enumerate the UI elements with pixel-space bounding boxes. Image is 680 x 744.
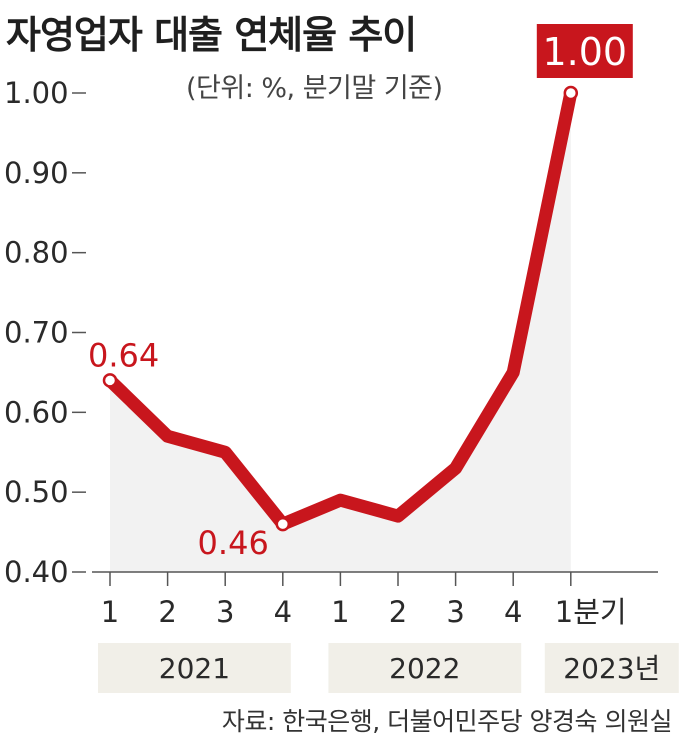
highlight-label-box [536, 24, 633, 78]
chart-subtitle: (단위: %, 분기말 기준) [186, 73, 443, 104]
x-tick-label: 1 [331, 595, 349, 629]
x-tick-label: 3 [216, 595, 234, 629]
source-note: 자료: 한국은행, 더불어민주당 양경숙 의원실 [221, 707, 673, 736]
year-group-box [544, 643, 679, 693]
data-point-marker [275, 516, 291, 532]
data-label: 0.64 [88, 336, 159, 374]
y-tick-label: 0.40 [4, 555, 69, 589]
y-tick-label: 0.60 [4, 395, 69, 429]
x-tick-label: 4 [274, 595, 292, 629]
x-tick-label: 1분기 [555, 595, 627, 629]
y-tick-label: 0.70 [4, 316, 69, 350]
chart-title: 자영업자 대출 연체율 추이 [6, 13, 417, 57]
y-tick-label: 0.90 [4, 156, 69, 190]
x-tick-label: 1 [101, 595, 119, 629]
y-tick-label: 1.00 [4, 76, 69, 110]
series-line [103, 86, 578, 531]
x-tick-label: 2 [389, 595, 407, 629]
data-point-marker [102, 373, 118, 388]
y-tick-label: 0.50 [4, 475, 69, 509]
year-group-label: 2022 [389, 652, 460, 685]
x-tick-label: 2 [158, 595, 176, 629]
year-group-label: 2023년 [563, 652, 660, 685]
x-tick-label: 4 [504, 595, 522, 629]
x-tick-label: 3 [446, 595, 464, 629]
data-label: 0.46 [198, 524, 269, 562]
data-point-marker [563, 85, 579, 101]
year-group-box [98, 643, 291, 693]
year-group-box [328, 643, 522, 693]
data-label: 1.00 [542, 30, 627, 74]
year-group-label: 2021 [159, 652, 230, 685]
y-tick-label: 0.80 [4, 236, 69, 270]
